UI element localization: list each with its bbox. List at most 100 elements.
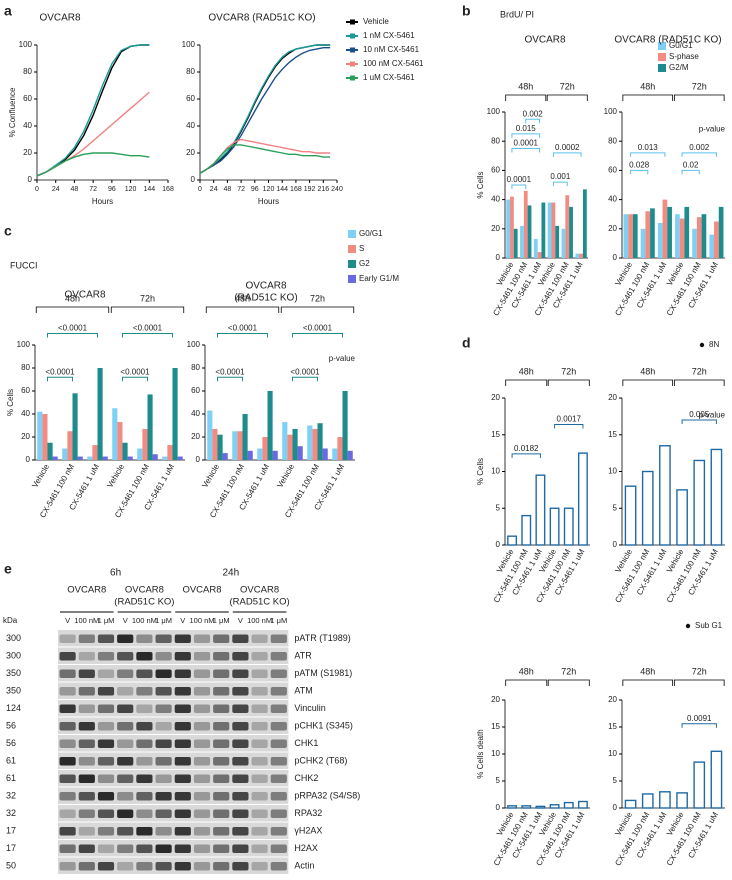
p-value: 0.0091 <box>687 714 712 723</box>
band <box>117 844 134 853</box>
y-tick-label: 100 <box>19 40 33 49</box>
band <box>251 757 268 766</box>
blot-strip <box>58 805 289 822</box>
band <box>193 634 211 643</box>
band <box>117 809 134 818</box>
bar <box>142 428 148 460</box>
group-bracket <box>673 679 725 686</box>
band <box>117 634 134 643</box>
band <box>97 669 115 678</box>
band <box>232 827 249 836</box>
bar <box>659 445 671 546</box>
group-label: 72h <box>692 366 707 376</box>
y-tick-label: 20 <box>21 432 30 441</box>
bar <box>692 228 697 258</box>
band <box>155 844 172 853</box>
panel-heading: BrdU/ PI <box>500 9 534 19</box>
bar <box>242 414 248 460</box>
bar <box>696 217 702 258</box>
bar <box>632 214 638 258</box>
y-tick-label: 80 <box>21 363 30 372</box>
band <box>59 792 76 801</box>
bar <box>262 437 268 460</box>
band <box>78 634 95 643</box>
band <box>136 722 153 731</box>
y-tick-label: 100 <box>604 107 618 116</box>
kda: 300 <box>6 651 21 661</box>
blot-strip <box>58 717 289 734</box>
band <box>251 652 268 661</box>
y-tick-label: 40 <box>21 409 30 418</box>
band <box>232 652 249 661</box>
p-value-bracket <box>552 181 568 187</box>
band <box>251 774 268 783</box>
bar <box>624 799 637 809</box>
cell-line: OVCAR8 <box>67 585 106 596</box>
band <box>155 809 172 818</box>
band <box>97 774 115 783</box>
bar <box>575 253 580 258</box>
bar <box>282 422 288 460</box>
bar <box>549 507 560 546</box>
legend-label: G0/G1 <box>669 41 693 50</box>
series-line <box>199 47 331 174</box>
y-tick-label: 100 <box>17 340 31 349</box>
band <box>193 704 211 713</box>
band <box>117 652 134 661</box>
y-tick-label: 20 <box>491 393 500 402</box>
p-value: 0.002 <box>689 143 710 152</box>
legend-marker <box>685 623 691 629</box>
bar <box>67 431 73 460</box>
panel-label: d <box>462 335 471 351</box>
p-value: 0.0001 <box>514 139 539 148</box>
band <box>155 687 172 696</box>
bar <box>212 428 218 460</box>
band <box>174 774 191 783</box>
band <box>213 862 230 871</box>
bar <box>510 196 514 258</box>
blot-strip <box>58 682 289 699</box>
lane-label: V <box>65 616 70 625</box>
x-tick-label: 144 <box>143 186 155 193</box>
band <box>213 704 230 713</box>
protein-name: CHK2 <box>294 773 318 783</box>
band <box>232 774 249 783</box>
bar <box>527 205 532 258</box>
band <box>251 634 268 643</box>
annotation: p-value <box>699 411 726 420</box>
band <box>193 757 211 766</box>
bar <box>217 434 223 460</box>
group-label: 48h <box>640 666 655 676</box>
band <box>97 704 115 713</box>
y-tick-label: 80 <box>608 136 617 145</box>
y-tick-label: 20 <box>23 148 32 157</box>
band <box>97 827 115 836</box>
band <box>97 792 115 801</box>
y-tick-label: 60 <box>21 386 30 395</box>
p-value-bracket <box>122 333 173 338</box>
bar <box>127 456 133 460</box>
bar <box>267 391 273 460</box>
band <box>136 634 153 643</box>
group-bracket <box>505 94 547 101</box>
y-tick-label: 100 <box>187 340 201 349</box>
band <box>174 792 191 801</box>
bar <box>292 428 298 460</box>
x-tick-label: 72 <box>237 186 245 193</box>
x-tick-label: 24 <box>52 186 60 193</box>
y-tick-label: 20 <box>608 695 617 704</box>
y-tick-label: 0 <box>496 253 501 262</box>
bar <box>623 214 629 258</box>
bar <box>117 422 123 460</box>
p-value: 0.0001 <box>507 175 532 184</box>
band <box>59 634 76 643</box>
y-tick-label: 0 <box>26 455 31 464</box>
band <box>232 669 249 678</box>
band <box>251 722 268 731</box>
bar <box>657 222 663 258</box>
band <box>174 827 191 836</box>
band <box>232 844 249 853</box>
band <box>97 687 115 696</box>
bar <box>676 792 688 809</box>
bar <box>569 206 573 258</box>
